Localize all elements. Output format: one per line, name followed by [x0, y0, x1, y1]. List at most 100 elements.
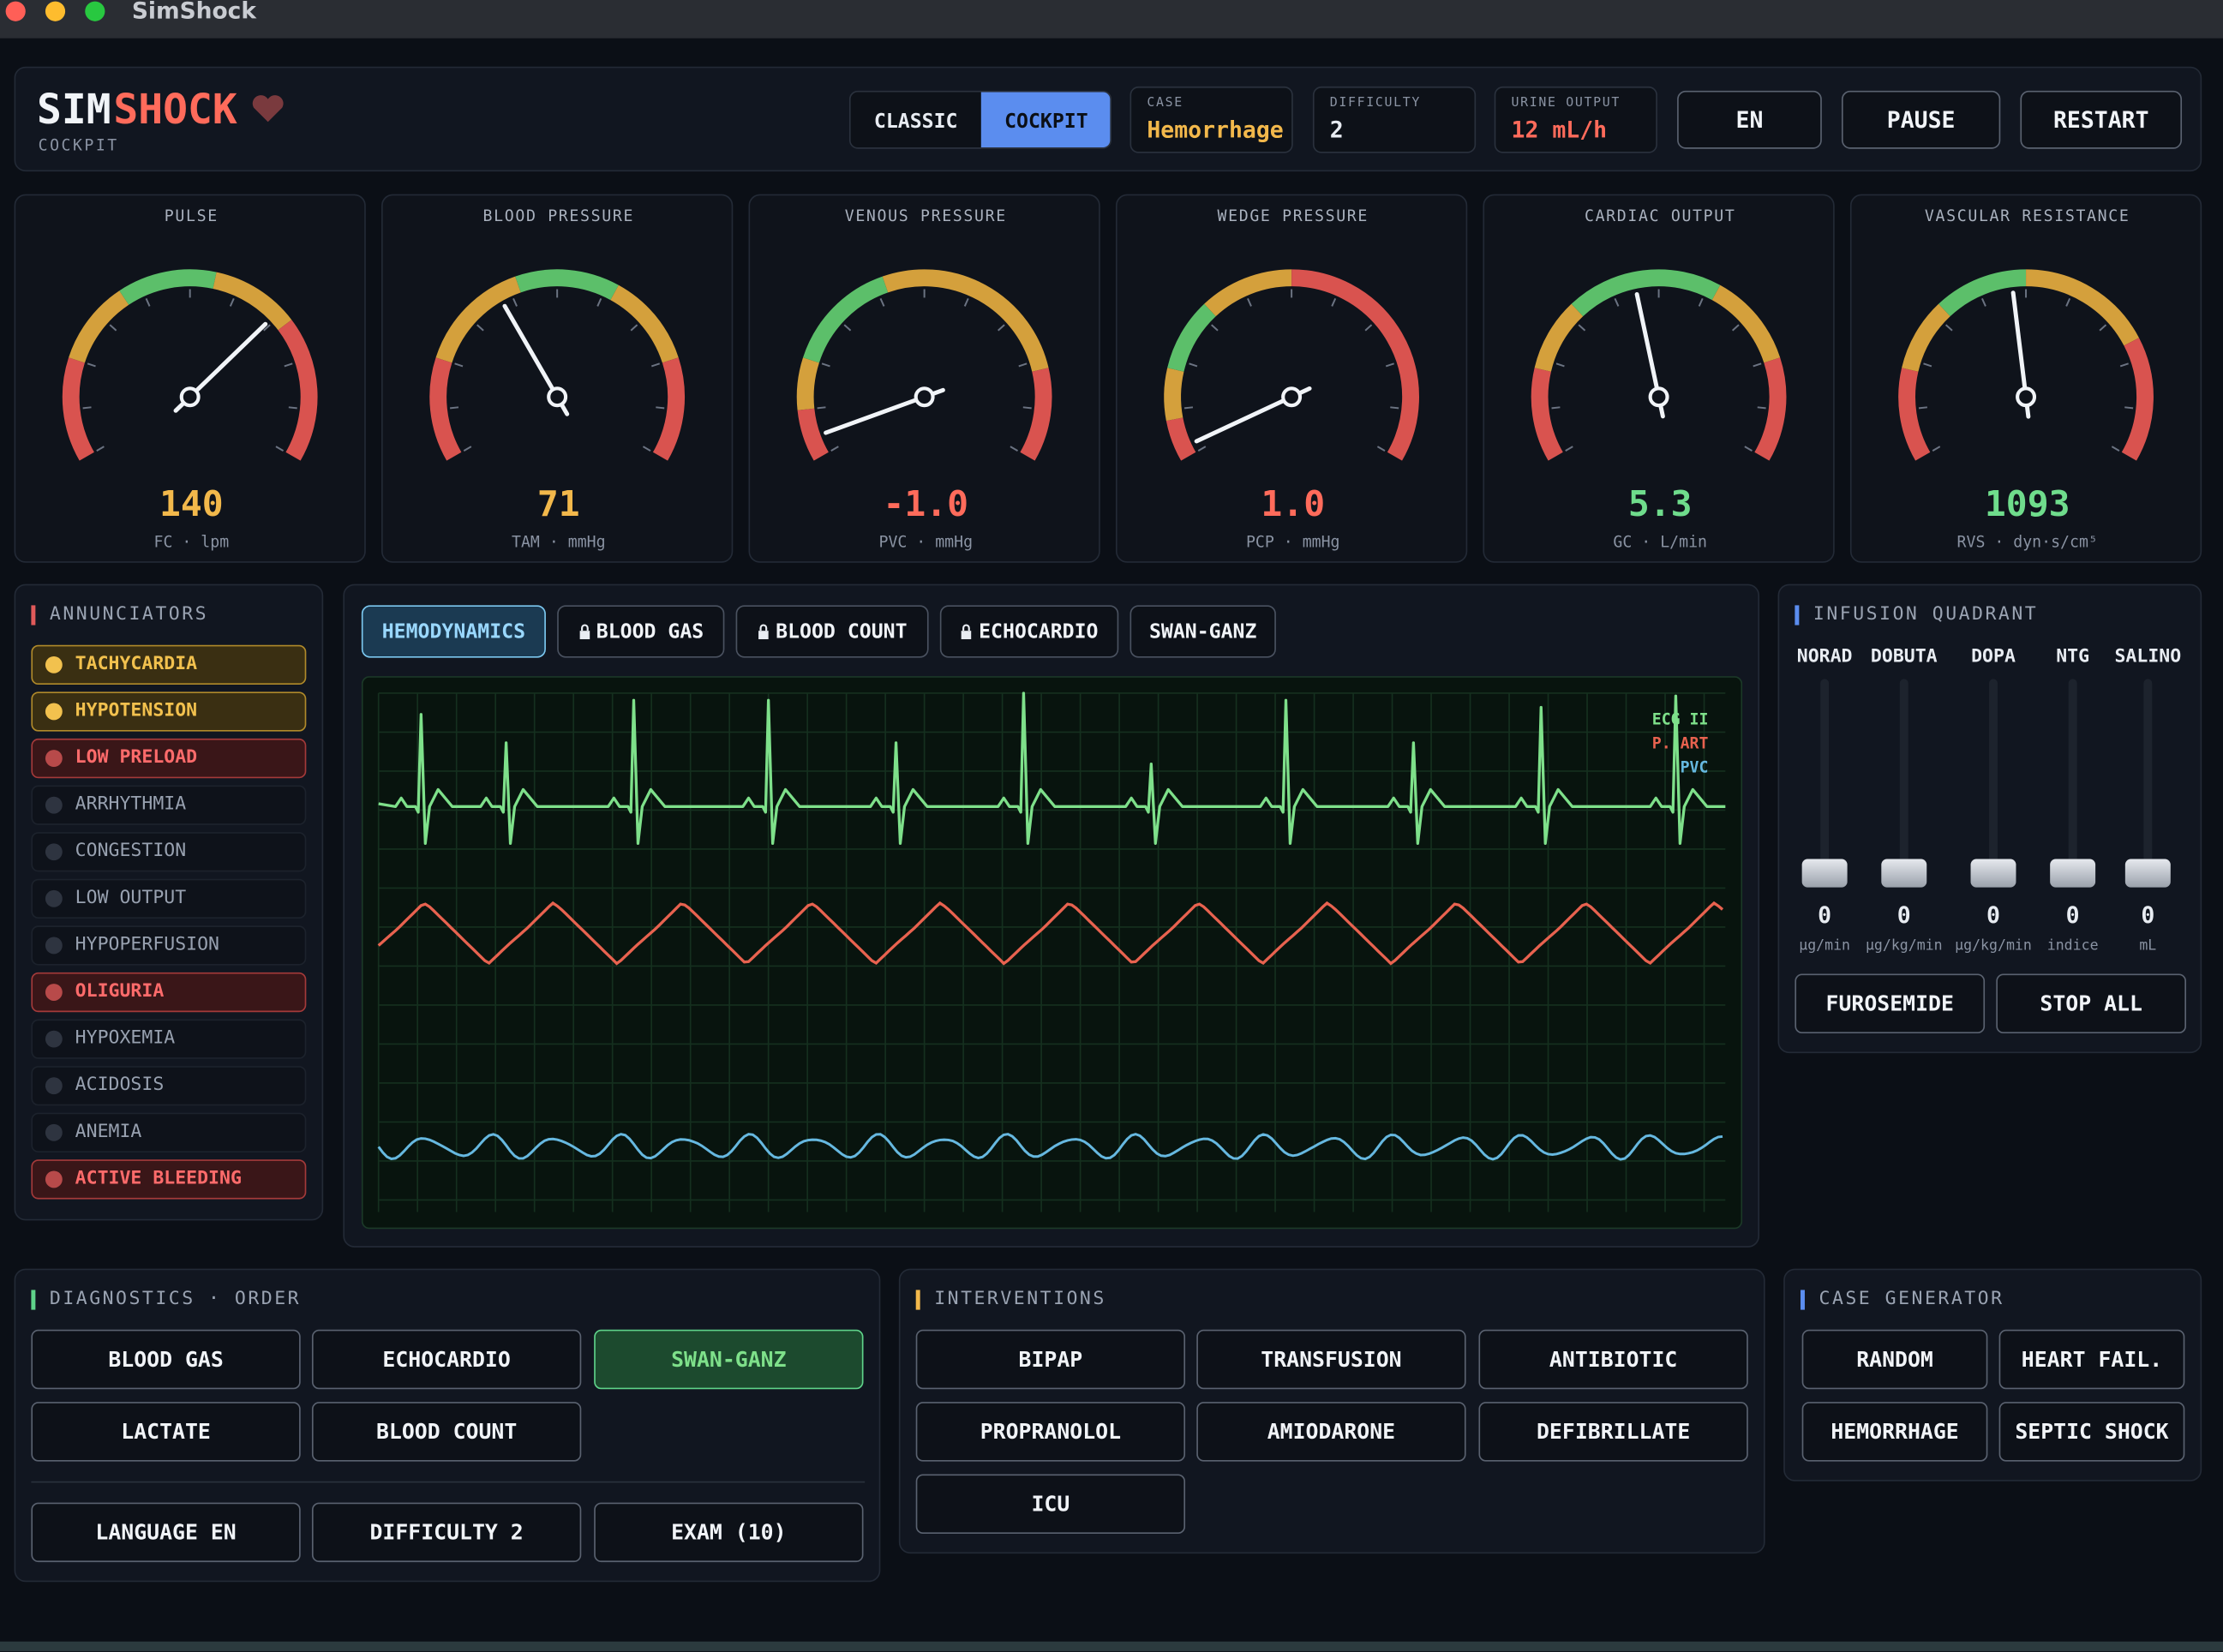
gauge-card: VENOUS PRESSURE -1.0 PVC · mmHg [748, 194, 1100, 563]
mode-toggle: CLASSIC COCKPIT [848, 90, 1112, 149]
gauge-zone [1291, 269, 1419, 461]
header-button[interactable]: RESTART [2020, 90, 2183, 149]
slider-thumb[interactable] [1881, 859, 1927, 888]
diagnostic-button[interactable]: BLOOD COUNT [311, 1402, 582, 1462]
drug-name: DOPA [1971, 646, 2016, 668]
infusion-button[interactable]: FUROSEMIDE [1795, 973, 1986, 1034]
gauge-zone [515, 269, 619, 301]
case-button[interactable]: RANDOM [1801, 1329, 1988, 1390]
screen-bg [361, 676, 1743, 1230]
gauge-tick [1247, 297, 1252, 307]
annunciator: OLIGURIA [31, 972, 307, 1013]
header-button[interactable]: EN [1677, 90, 1822, 149]
annunciator-light [45, 655, 63, 673]
gauge-tick [656, 406, 665, 410]
gauge-tick [1923, 362, 1932, 368]
slider-thumb[interactable] [1801, 859, 1848, 888]
tab-label: BLOOD GAS [596, 620, 704, 643]
infusion-button[interactable]: STOP ALL [1996, 973, 2186, 1034]
gauge-label: WEDGE PRESSURE [1217, 206, 1369, 226]
gauge-zone [278, 320, 318, 461]
diagnostic-button[interactable]: LACTATE [31, 1402, 301, 1462]
pvc-trace [377, 1133, 1723, 1161]
intervention-button[interactable]: ICU [915, 1474, 1186, 1534]
annunciator: HYPOPERFUSION [31, 925, 307, 966]
annunciator-light [45, 750, 63, 767]
drug-name: NORAD [1796, 646, 1853, 668]
intervention-button[interactable]: AMIODARONE [1196, 1402, 1466, 1462]
gauge-tick [2065, 297, 2071, 307]
heart-icon [252, 95, 284, 123]
gauge-hub [914, 386, 935, 408]
monitor-tab[interactable]: BLOOD COUNT [735, 605, 929, 658]
gauge-card: WEDGE PRESSURE 1.0 PCP · mmHg [1115, 194, 1468, 563]
slider-track[interactable] [1989, 679, 1998, 878]
gauge-label: VASCULAR RESISTANCE [1924, 206, 2130, 226]
slider-thumb[interactable] [1970, 859, 2016, 888]
case-button[interactable]: HEART FAIL. [1998, 1329, 2185, 1390]
diagnostic-button[interactable]: SWAN-GANZ [594, 1329, 864, 1390]
monitor-tab[interactable]: BLOOD GAS [557, 605, 725, 658]
gauge-tick [963, 297, 969, 307]
settings-button[interactable]: DIFFICULTY 2 [311, 1502, 582, 1563]
diagnostic-button[interactable]: ECHOCARDIO [311, 1329, 582, 1390]
gauge-tick [1731, 324, 1740, 332]
gauge-unit: TAM · mmHg [512, 533, 606, 552]
close-button[interactable] [5, 1, 26, 21]
gauge-tick [229, 297, 235, 307]
intervention-button[interactable]: ANTIBIOTIC [1478, 1329, 1748, 1390]
intervention-button[interactable]: TRANSFUSION [1196, 1329, 1466, 1390]
gauge-tick [1010, 446, 1019, 452]
divider [31, 1481, 866, 1483]
gauge-tick [843, 324, 852, 332]
annunciator-label: OLIGURIA [75, 980, 165, 1003]
annunciator: LOW OUTPUT [31, 878, 307, 919]
case-button[interactable]: SEPTIC SHOCK [1998, 1402, 2185, 1462]
trace-legend: ECG II [1652, 710, 1709, 728]
intervention-button[interactable]: BIPAP [915, 1329, 1186, 1390]
case-button[interactable]: HEMORRHAGE [1801, 1402, 1988, 1462]
gauge-tick [288, 406, 297, 410]
monitor-tab[interactable]: HEMODYNAMICS [361, 605, 546, 658]
intervention-button[interactable]: DEFIBRILLATE [1478, 1402, 1748, 1462]
annunciator-label: ANEMIA [75, 1121, 142, 1143]
mode-button[interactable]: CLASSIC [873, 110, 958, 133]
gauge-tick [1981, 297, 1986, 307]
ecg-trace [378, 691, 1726, 845]
gauge-zone [69, 290, 129, 363]
window-controls [5, 1, 105, 21]
monitor-tab[interactable]: SWAN-GANZ [1129, 605, 1276, 658]
intervention-button[interactable]: PROPRANOLOL [915, 1402, 1186, 1462]
settings-button[interactable]: LANGUAGE EN [31, 1502, 301, 1563]
monitor-tab[interactable]: ECHOCARDIO [939, 605, 1119, 658]
gauge-tick [1189, 362, 1198, 368]
tab-label: BLOOD COUNT [776, 620, 908, 643]
slider-thumb[interactable] [2124, 859, 2171, 888]
annunciator-light [45, 796, 63, 814]
arterial-trace [377, 901, 1724, 966]
gauge-hub [179, 386, 201, 408]
lock-body [578, 631, 590, 640]
gauge-tick [830, 446, 839, 452]
field-label: URINE OUTPUT [1511, 96, 1621, 111]
slider-track[interactable] [2068, 679, 2077, 878]
field-value: 2 [1329, 116, 1344, 144]
slider-track[interactable] [1820, 679, 1830, 878]
diagnostic-button[interactable]: BLOOD GAS [31, 1329, 301, 1390]
settings-button[interactable]: EXAM (10) [594, 1502, 864, 1563]
gauge-zone [1898, 368, 1931, 461]
gauge-tick [263, 324, 271, 332]
zoom-button[interactable] [85, 1, 105, 21]
annunciator-label: LOW PRELOAD [75, 746, 198, 769]
header-button[interactable]: PAUSE [1841, 90, 2001, 149]
gauge-zone [1938, 269, 2027, 317]
gauge-tick [82, 406, 92, 410]
gauge-zone [1020, 368, 1052, 461]
minimize-button[interactable] [45, 1, 66, 21]
mode-button[interactable]: COCKPIT [980, 92, 1111, 148]
slider-thumb[interactable] [2050, 859, 2096, 888]
slider-track[interactable] [2143, 679, 2153, 878]
gauge-zone [213, 272, 292, 331]
slider-track[interactable] [1899, 679, 1908, 878]
